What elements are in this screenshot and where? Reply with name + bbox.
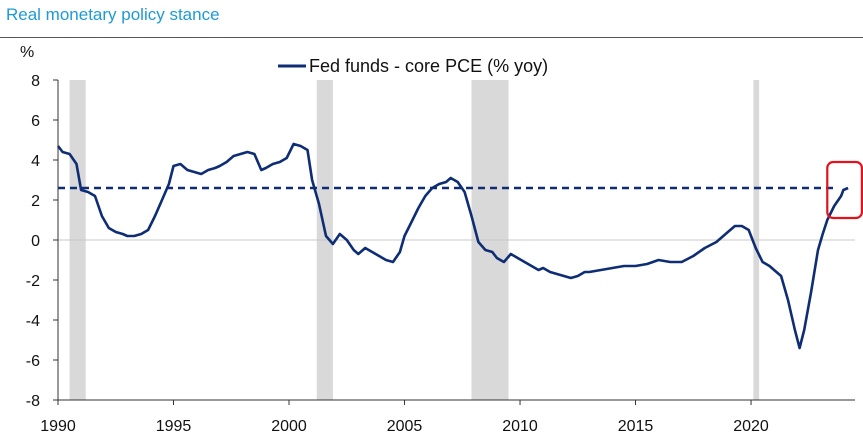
highlight-box: [826, 160, 863, 220]
y-tick-label: 0: [31, 233, 40, 250]
y-tick-label: -4: [26, 313, 40, 330]
legend: Fed funds - core PCE (% yoy): [278, 56, 548, 76]
axes: -8 -6 -4 -2 0 2 4 6 8 1990 1995 2000 2005 2010 2015 202…: [26, 73, 855, 435]
x-tick-label: 2010: [502, 418, 538, 435]
series-line: [56, 142, 849, 350]
legend-label: Fed funds - core PCE (% yoy): [309, 56, 548, 76]
x-tick-label: 1990: [40, 418, 76, 435]
x-tick-label: 2015: [618, 418, 654, 435]
chart-title: Real monetary policy stance: [6, 5, 220, 24]
y-tick-label: 6: [31, 113, 40, 130]
x-tick-label: 1995: [156, 418, 192, 435]
y-tick-label: 4: [31, 153, 40, 170]
x-tick-label: 2020: [733, 418, 769, 435]
y-tick-label: -2: [26, 273, 40, 290]
y-tick-label: 8: [31, 73, 40, 90]
y-tick-label: -6: [26, 353, 40, 370]
x-tick-label: 2000: [271, 418, 307, 435]
x-tick-label: 2005: [387, 418, 423, 435]
series-layer: [56, 142, 849, 350]
y-axis-unit: %: [20, 44, 34, 61]
y-tick-label: 2: [31, 193, 40, 210]
title-divider: [0, 37, 863, 38]
y-tick-label: -8: [26, 393, 40, 410]
